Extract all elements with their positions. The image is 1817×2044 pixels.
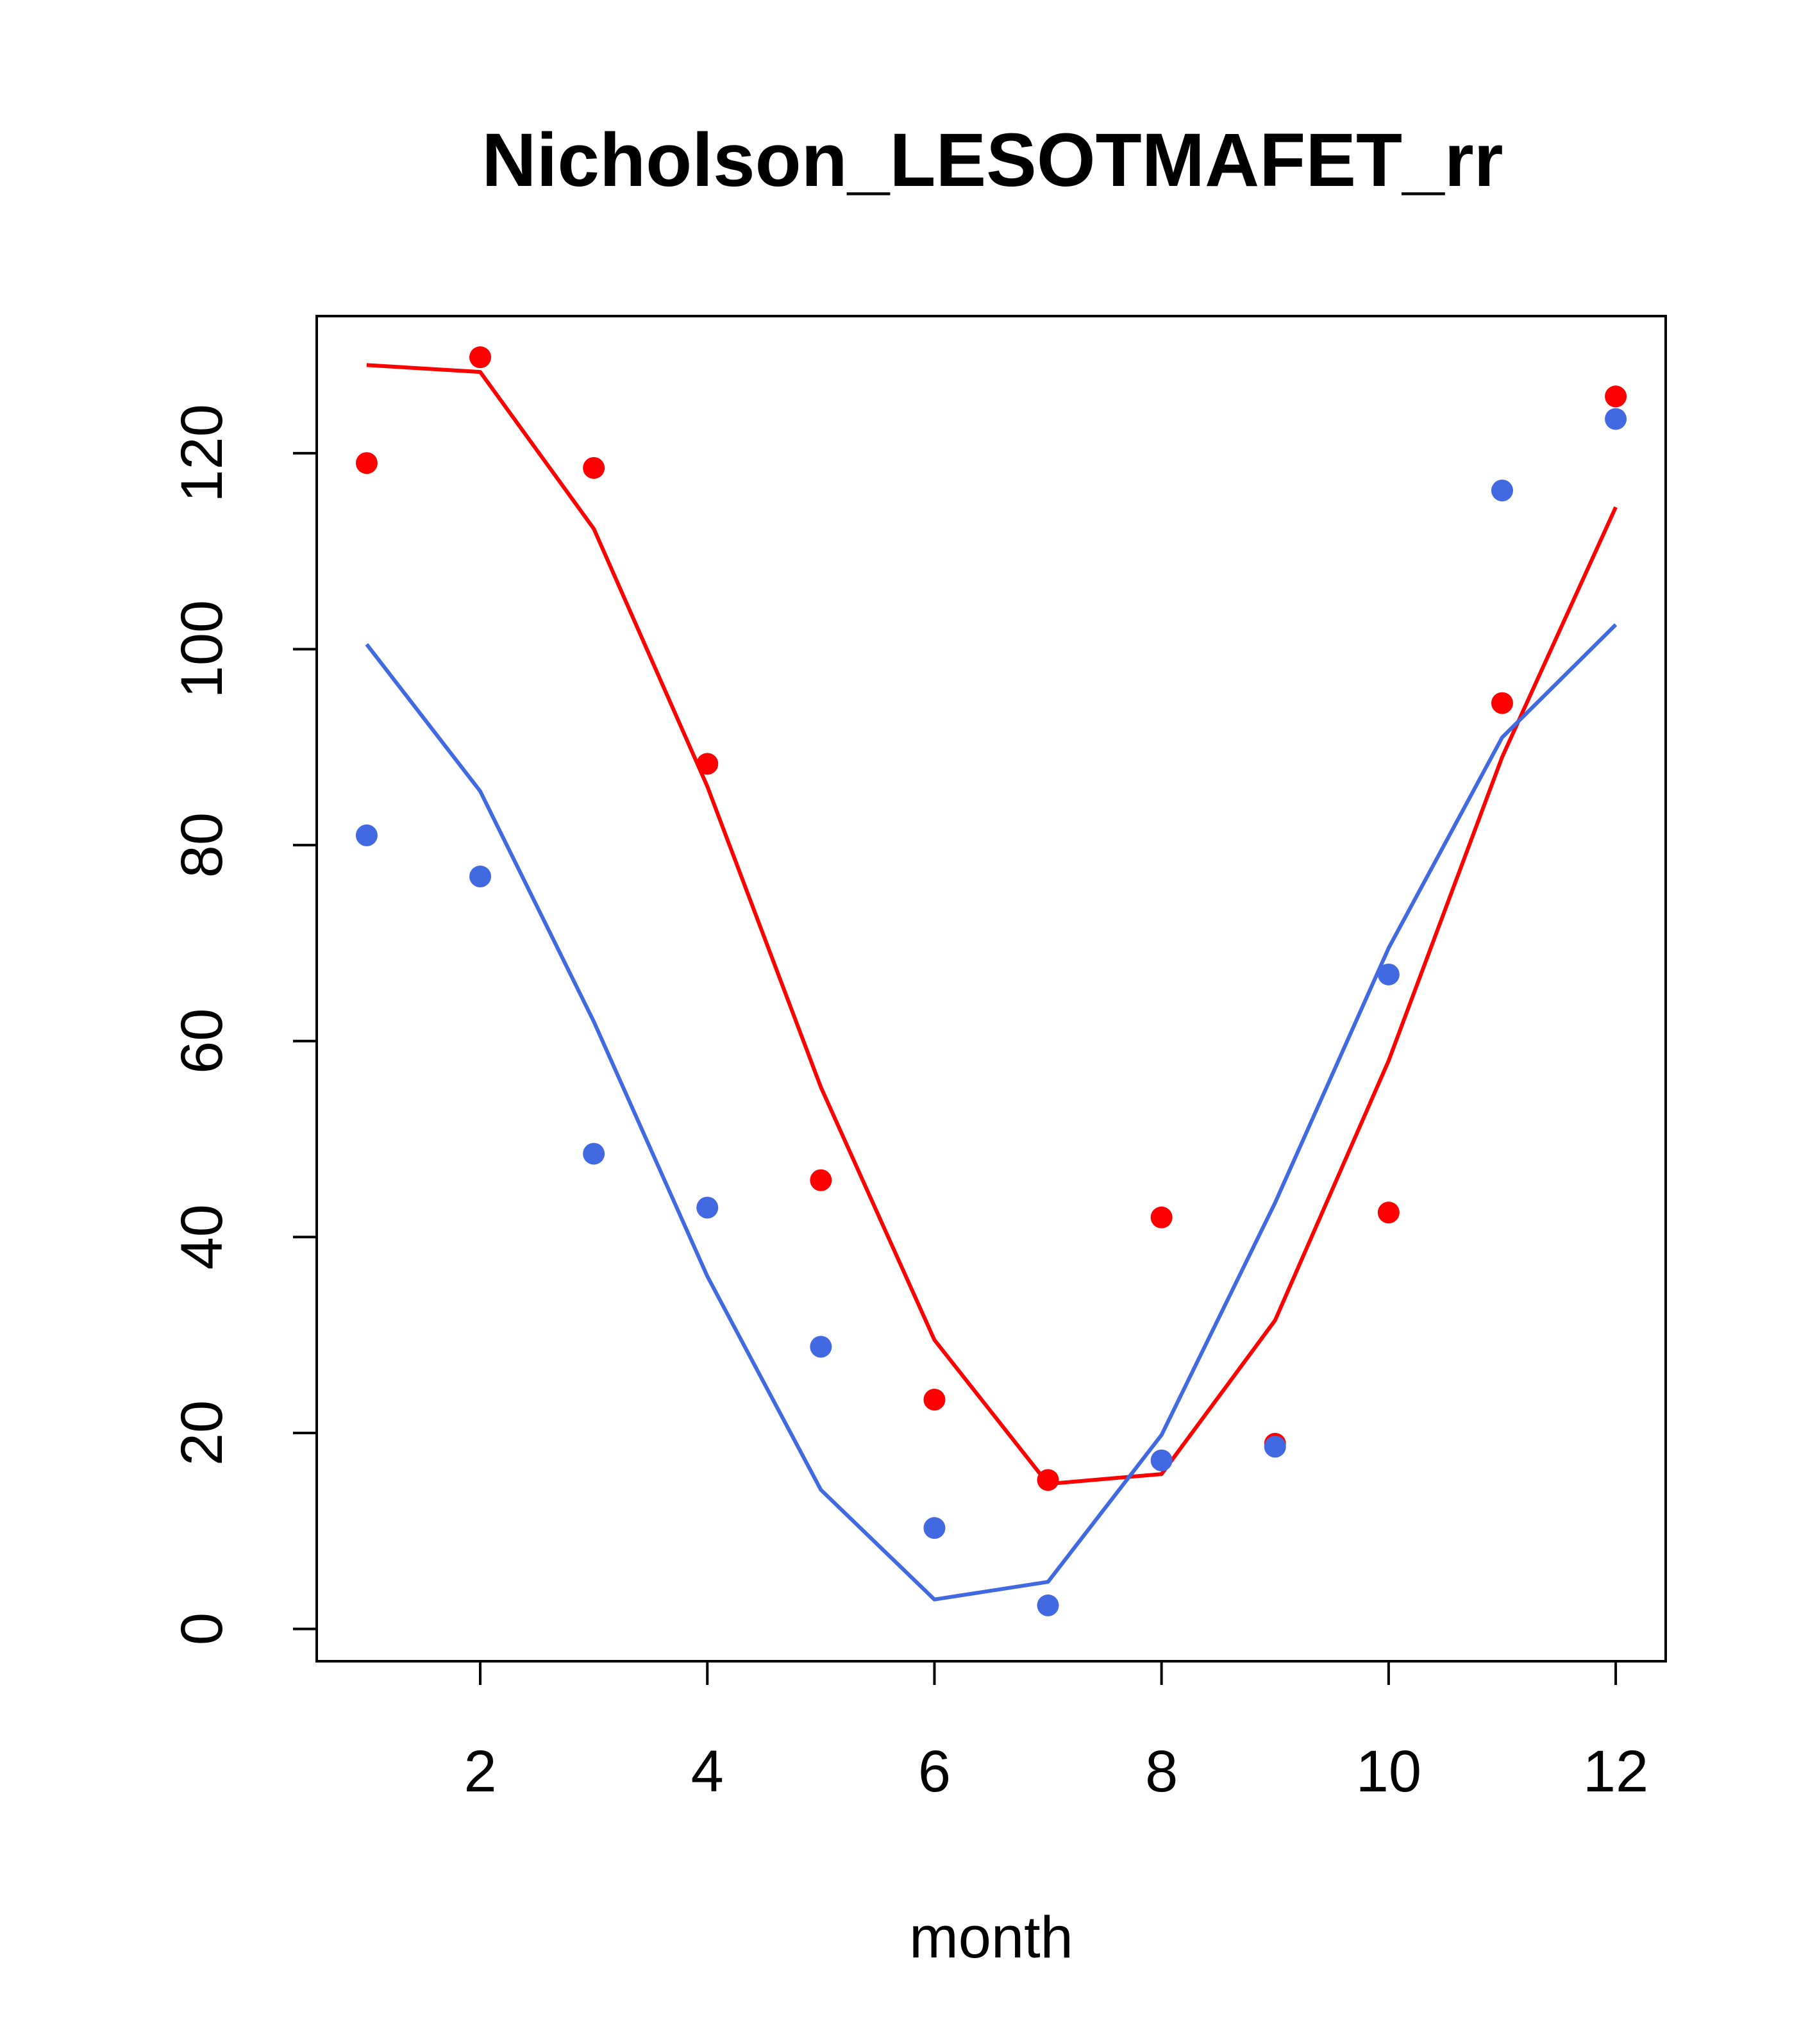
y-tick-label: 20 [169,1400,235,1466]
series-line [366,363,1618,1486]
data-point [469,346,492,369]
x-tick-label: 2 [464,1739,496,1804]
y-tick-label: 60 [169,1009,235,1074]
data-point [355,824,378,846]
data-point [1150,1449,1173,1471]
series-2 [355,408,1627,1616]
x-axis: 2 4 6 8 10 12 [464,1660,1648,1804]
series-line [365,623,1618,1602]
y-tick-label: 0 [169,1613,235,1645]
data-point [1037,1469,1059,1491]
data-point [810,1169,832,1191]
y-tick-label: 40 [169,1204,235,1269]
data-point [1491,479,1513,501]
y-tick-label: 120 [169,404,235,503]
data-point [583,457,605,479]
data-point [696,1196,719,1219]
data-point [1264,1436,1286,1458]
y-tick-label: 80 [169,812,235,878]
data-point [696,753,719,775]
chart-title: Nicholson_LESOTMAFET_rr [481,118,1503,203]
y-axis: 0 20 40 60 80 100 120 [169,404,318,1645]
data-point [1377,1202,1400,1224]
data-point [1605,385,1627,408]
data-point [1491,692,1513,714]
data-point [469,866,492,888]
data-point [1150,1206,1173,1228]
data-point [923,1517,946,1539]
x-tick-label: 6 [918,1739,951,1804]
data-point [355,452,378,474]
x-tick-label: 12 [1583,1739,1648,1804]
series-layer [355,346,1627,1616]
x-axis-label: month [909,1905,1073,1970]
data-point [923,1389,946,1411]
data-point [583,1143,605,1165]
data-point [1037,1594,1059,1616]
data-point [810,1336,832,1358]
x-tick-label: 8 [1145,1739,1178,1804]
x-tick-label: 4 [691,1739,724,1804]
plot-frame [315,315,1667,1663]
data-point [1605,408,1627,430]
x-tick-label: 10 [1356,1739,1421,1804]
y-tick-label: 100 [169,600,235,699]
series-1 [355,346,1627,1491]
data-point [1377,963,1400,985]
